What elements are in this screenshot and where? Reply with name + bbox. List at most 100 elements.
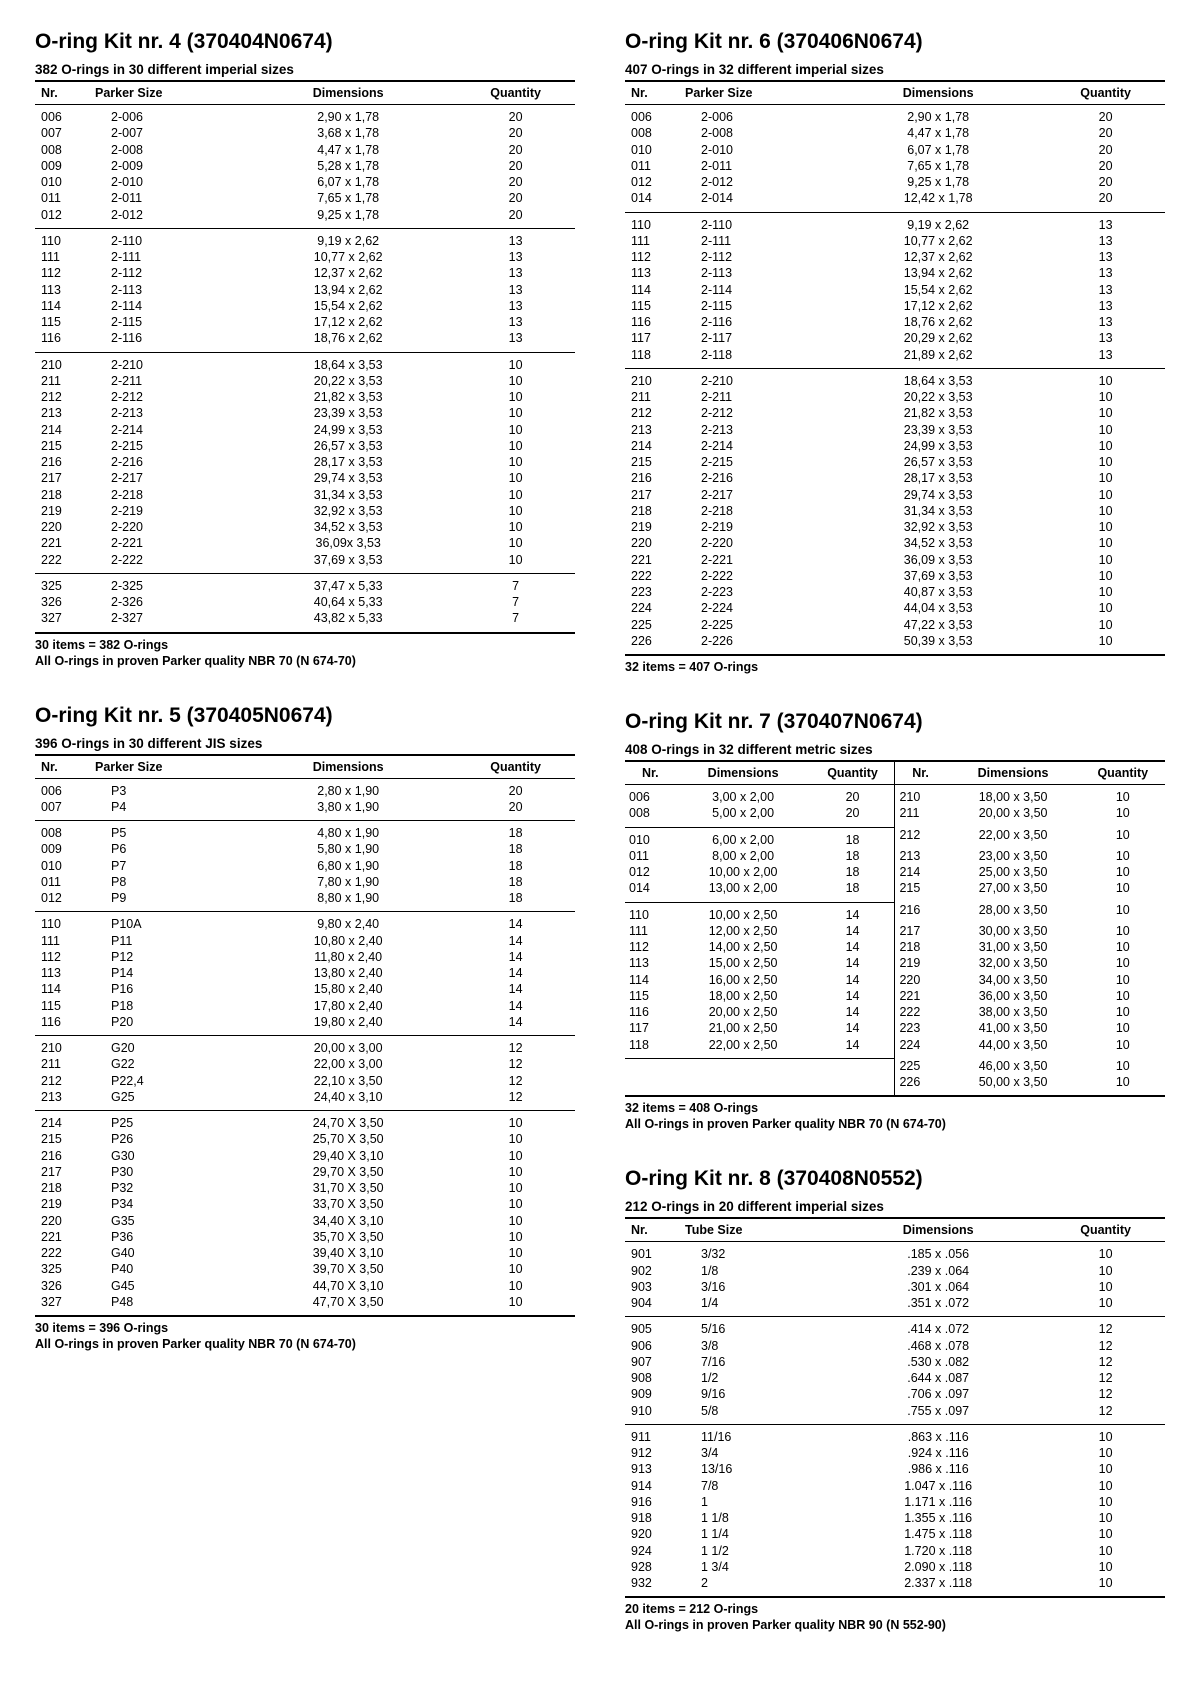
footer-line: 20 items = 212 O-rings bbox=[625, 1601, 1165, 1617]
cell: P34 bbox=[89, 1197, 240, 1213]
cell: 10 bbox=[456, 352, 575, 373]
table-row: 2222-22237,69 x 3,5310 bbox=[35, 552, 575, 573]
cell: G45 bbox=[89, 1278, 240, 1294]
cell: 2,90 x 1,78 bbox=[240, 105, 456, 126]
table-row: 0082-0084,47 x 1,7820 bbox=[35, 142, 575, 158]
cell: 110 bbox=[625, 212, 679, 233]
cell: 210 bbox=[895, 785, 946, 806]
cell: 6,07 x 1,78 bbox=[240, 175, 456, 191]
cell: 212 bbox=[895, 827, 946, 848]
cell: 009 bbox=[35, 842, 89, 858]
table-row: 2232-22340,87 x 3,5310 bbox=[625, 585, 1165, 601]
cell: 112 bbox=[35, 949, 89, 965]
right-column: O-ring Kit nr. 6 (370406N0674)407 O-ring… bbox=[625, 30, 1165, 1668]
cell: 39,70 X 3,50 bbox=[240, 1262, 456, 1278]
cell: 10 bbox=[1081, 785, 1165, 806]
table-row: 215P2625,70 X 3,5010 bbox=[35, 1132, 575, 1148]
cell: 40,64 x 5,33 bbox=[240, 595, 456, 611]
cell: 10 bbox=[1046, 422, 1165, 438]
cell: P3 bbox=[89, 778, 240, 799]
cell: P9 bbox=[89, 891, 240, 912]
cell: 31,34 x 3,53 bbox=[240, 487, 456, 503]
table-row: 1132-11313,94 x 2,6213 bbox=[625, 266, 1165, 282]
cell: 2-327 bbox=[89, 611, 240, 633]
col-header: Parker Size bbox=[89, 755, 240, 779]
cell: 10,80 x 2,40 bbox=[240, 933, 456, 949]
cell: .414 x .072 bbox=[830, 1317, 1046, 1338]
cell: 10 bbox=[1046, 568, 1165, 584]
cell: 226 bbox=[895, 1075, 946, 1097]
cell: 23,39 x 3,53 bbox=[240, 406, 456, 422]
cell: 10 bbox=[456, 1164, 575, 1180]
cell: 10 bbox=[1081, 1058, 1165, 1074]
cell: 215 bbox=[35, 1132, 89, 1148]
cell: 9,25 x 1,78 bbox=[240, 207, 456, 228]
table-row: 1132-11313,94 x 2,6213 bbox=[35, 282, 575, 298]
cell: 12 bbox=[456, 1036, 575, 1057]
cell: 2-222 bbox=[89, 552, 240, 573]
cell: 18 bbox=[811, 865, 895, 881]
cell: 221 bbox=[895, 988, 946, 1004]
cell: 7/16 bbox=[679, 1354, 830, 1370]
table-row: 2212-22136,09x 3,5310 bbox=[35, 536, 575, 552]
cell: 10 bbox=[1081, 827, 1165, 848]
cell: 1 bbox=[679, 1494, 830, 1510]
cell: P7 bbox=[89, 858, 240, 874]
cell: 2-220 bbox=[89, 520, 240, 536]
kit-subtitle: 382 O-rings in 30 different imperial siz… bbox=[35, 62, 575, 77]
col-header: Quantity bbox=[1046, 1218, 1165, 1242]
table-row: 2142-21424,99 x 3,5310 bbox=[35, 422, 575, 438]
cell: 2-010 bbox=[679, 142, 830, 158]
table-row: 007P43,80 x 1,9020 bbox=[35, 799, 575, 820]
table-row: 1142-11415,54 x 2,6213 bbox=[35, 298, 575, 314]
cell: 9/16 bbox=[679, 1387, 830, 1403]
cell: 18 bbox=[456, 842, 575, 858]
cell: 111 bbox=[625, 923, 676, 939]
col-header: Quantity bbox=[456, 755, 575, 779]
cell: 29,40 X 3,10 bbox=[240, 1148, 456, 1164]
cell: 219 bbox=[35, 1197, 89, 1213]
cell: P18 bbox=[89, 998, 240, 1014]
cell: 10 bbox=[456, 390, 575, 406]
cell: 10 bbox=[1046, 552, 1165, 568]
cell: 1 3/4 bbox=[679, 1559, 830, 1575]
table-row: 1122-11212,37 x 2,6213 bbox=[625, 250, 1165, 266]
cell: 50,00 x 3,50 bbox=[946, 1075, 1081, 1097]
table-row: 0142-01412,42 x 1,7820 bbox=[625, 191, 1165, 212]
cell: 10 bbox=[1046, 503, 1165, 519]
cell: 14 bbox=[811, 1021, 895, 1037]
cell: 219 bbox=[895, 956, 946, 972]
cell: 44,70 X 3,10 bbox=[240, 1278, 456, 1294]
cell: 008 bbox=[35, 821, 89, 842]
cell: 14 bbox=[811, 956, 895, 972]
cell: 10 bbox=[1046, 536, 1165, 552]
table-row: 220G3534,40 X 3,1010 bbox=[35, 1213, 575, 1229]
cell: 10 bbox=[1046, 1478, 1165, 1494]
cell: 10 bbox=[1081, 848, 1165, 864]
cell: 13 bbox=[1046, 212, 1165, 233]
cell: 18,64 x 3,53 bbox=[830, 368, 1046, 389]
cell: 29,74 x 3,53 bbox=[240, 471, 456, 487]
cell: 116 bbox=[625, 1005, 676, 1021]
cell: 115 bbox=[625, 988, 676, 1004]
cell: 10 bbox=[1081, 865, 1165, 881]
cell: 6,80 x 1,90 bbox=[240, 858, 456, 874]
cell: 010 bbox=[625, 142, 679, 158]
cell: 912 bbox=[625, 1446, 679, 1462]
table-row: 114P1615,80 x 2,4014 bbox=[35, 982, 575, 998]
table-row: 0112-0117,65 x 1,7820 bbox=[625, 158, 1165, 174]
cell: 18,76 x 2,62 bbox=[240, 331, 456, 352]
table-row: 3252-32537,47 x 5,337 bbox=[35, 573, 575, 594]
cell: 5,80 x 1,90 bbox=[240, 842, 456, 858]
cell: 22,00 x 3,00 bbox=[240, 1057, 456, 1073]
cell: 210 bbox=[625, 368, 679, 389]
cell: 13 bbox=[1046, 250, 1165, 266]
cell: 31,00 x 3,50 bbox=[946, 940, 1081, 956]
cell: 17,12 x 2,62 bbox=[830, 298, 1046, 314]
cell: 903 bbox=[625, 1279, 679, 1295]
cell: 5,00 x 2,00 bbox=[676, 806, 811, 827]
col-header: Quantity bbox=[456, 81, 575, 105]
cell: 211 bbox=[625, 390, 679, 406]
cell: 10 bbox=[456, 536, 575, 552]
cell: 008 bbox=[625, 126, 679, 142]
